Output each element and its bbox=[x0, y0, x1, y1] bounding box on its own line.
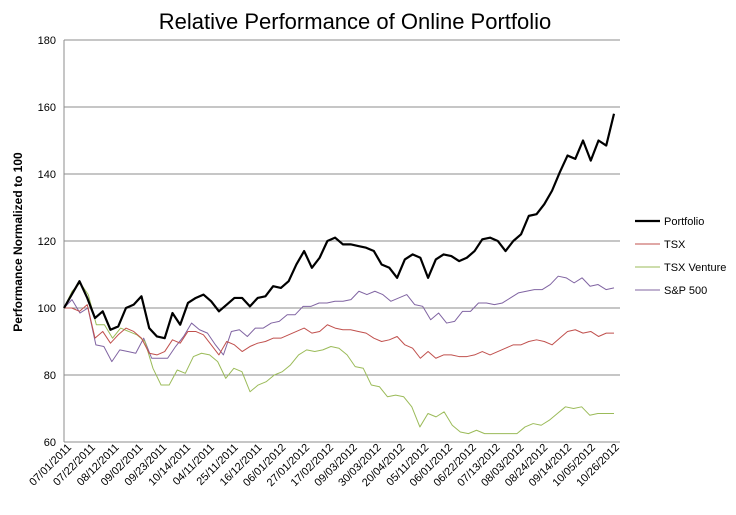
y-tick-label: 180 bbox=[38, 35, 56, 47]
legend-label-tsx-venture: TSX Venture bbox=[664, 262, 726, 274]
series-layer bbox=[63, 113, 616, 435]
y-tick-label: 60 bbox=[44, 437, 56, 449]
x-axis-ticks: 07/01/201107/22/201108/12/201109/02/2011… bbox=[27, 442, 622, 489]
y-tick-label: 100 bbox=[38, 303, 56, 315]
y-tick-label: 80 bbox=[44, 370, 56, 382]
series-line-portfolio bbox=[63, 113, 616, 340]
plot-area bbox=[63, 40, 620, 443]
legend-label-portfolio: Portfolio bbox=[664, 216, 704, 228]
chart-title: Relative Performance of Online Portfolio bbox=[159, 9, 552, 34]
legend-label-tsx: TSX bbox=[664, 239, 686, 251]
y-tick-label: 140 bbox=[38, 169, 56, 181]
legend-label-s-p-500: S&P 500 bbox=[664, 285, 707, 297]
y-tick-label: 160 bbox=[38, 102, 56, 114]
series-line-tsx-venture bbox=[63, 282, 614, 435]
gridlines bbox=[64, 39, 620, 443]
y-tick-label: 120 bbox=[38, 236, 56, 248]
legend: Portfolio TSX TSX Venture S&P 500 bbox=[635, 216, 726, 297]
y-axis-label: Performance Normalized to 100 bbox=[11, 152, 25, 332]
series-line-tsx bbox=[64, 304, 614, 359]
y-axis-ticks: 60 80 100 120 140 160 180 bbox=[38, 35, 56, 449]
series-line-s-p-500 bbox=[63, 275, 615, 363]
